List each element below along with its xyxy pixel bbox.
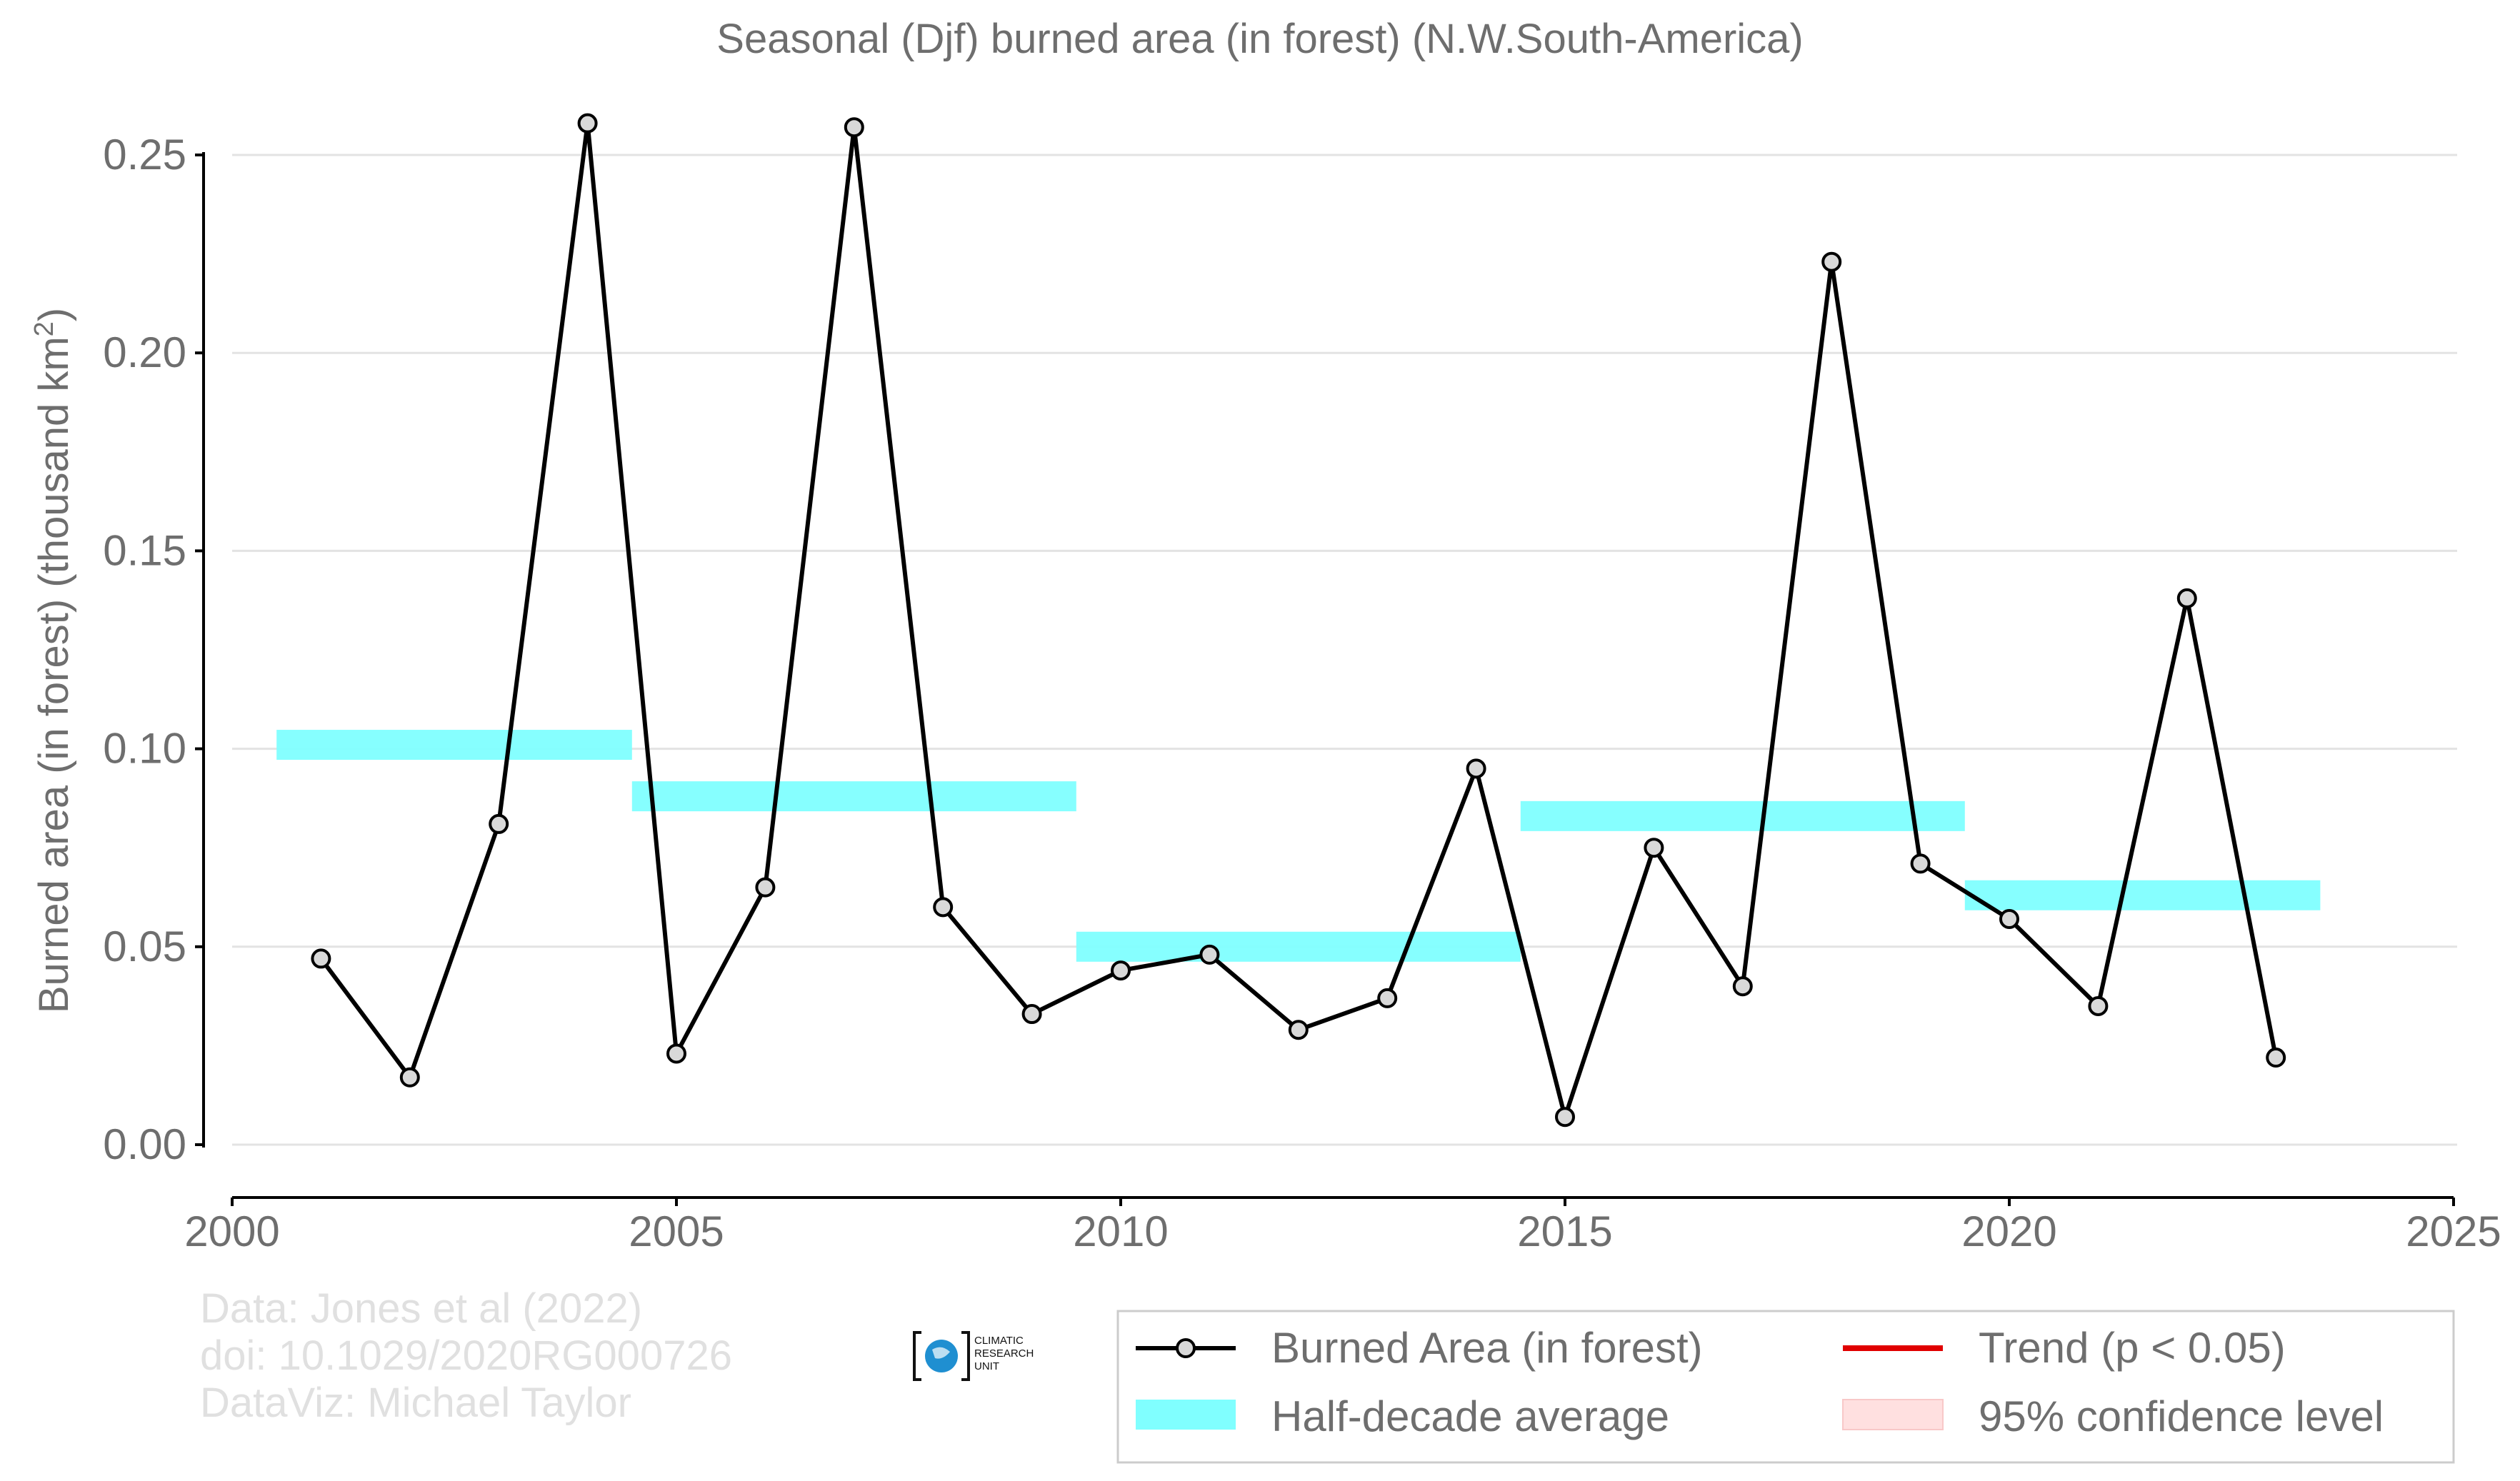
- credits: Data: Jones et al (2022) doi: 10.1029/20…: [200, 1285, 732, 1426]
- legend-label-trend: Trend (p < 0.05): [1979, 1324, 2286, 1372]
- credit-line-1: Data: Jones et al (2022): [200, 1285, 642, 1332]
- legend-label-burned-area: Burned Area (in forest): [1271, 1324, 1703, 1372]
- data-point-2010: [1111, 960, 1131, 981]
- half-decade-bands: [276, 730, 2321, 962]
- y-axis-title: Burned area (in forest) (thousand km2): [29, 308, 77, 1013]
- data-point-2003: [489, 813, 509, 834]
- legend-box: [1116, 1310, 2455, 1464]
- data-point-2022: [2176, 588, 2197, 608]
- logo-frame: [913, 1331, 970, 1381]
- x-tick-label-2: 2010: [1073, 1208, 1168, 1255]
- half-decade-band-0: [276, 730, 632, 760]
- chart-title: Seasonal (Djf) burned area (in forest) (…: [716, 16, 1803, 62]
- data-point-2004: [577, 113, 598, 134]
- globe-land: [932, 1347, 950, 1359]
- y-axis-ticks: 0.00 0.05 0.10 0.15 0.20 0.25: [103, 131, 204, 1168]
- legend-label-half-decade: Half-decade average: [1271, 1392, 1669, 1440]
- data-point-2018: [1821, 251, 1842, 272]
- x-tick-label-0: 2000: [184, 1208, 279, 1255]
- credit-line-2: doi: 10.1029/2020RG000726: [200, 1332, 732, 1379]
- logo-text-3: UNIT: [974, 1360, 999, 1372]
- y-tick-label-5: 0.25: [103, 131, 186, 179]
- data-point-2006: [755, 877, 776, 898]
- data-point-2021: [2088, 995, 2109, 1016]
- y-tick-label-2: 0.10: [103, 725, 186, 773]
- x-tick-label-4: 2020: [1961, 1208, 2056, 1255]
- legend-swatch-confidence: [1842, 1399, 1944, 1430]
- axes: [202, 152, 2454, 1199]
- y-axis-title-suffix: ): [31, 308, 77, 321]
- logo-text-2: RESEARCH: [974, 1347, 1034, 1360]
- x-tick-label-5: 2025: [2406, 1208, 2501, 1255]
- half-decade-band-4: [1964, 880, 2321, 910]
- data-point-2005: [666, 1043, 686, 1064]
- half-decade-band-3: [1520, 800, 1965, 831]
- data-point-2012: [1288, 1020, 1309, 1040]
- data-point-2020: [1999, 908, 2019, 929]
- data-point-2007: [844, 117, 864, 138]
- y-tick-label-3: 0.15: [103, 526, 186, 574]
- x-tick-label-1: 2005: [629, 1208, 724, 1255]
- half-decade-band-2: [1076, 931, 1521, 962]
- data-point-2023: [2266, 1048, 2286, 1068]
- data-point-2014: [1466, 758, 1486, 779]
- data-point-2015: [1555, 1107, 1575, 1128]
- legend: Burned Area (in forest) Trend (p < 0.05)…: [1116, 1310, 2455, 1464]
- legend-label-confidence: 95% confidence level: [1979, 1392, 2384, 1440]
- data-point-2008: [933, 897, 954, 918]
- y-axis-title-superscript: 2: [29, 321, 59, 336]
- cru-logo: CLIMATIC RESEARCH UNIT: [913, 1331, 1034, 1381]
- data-point-2011: [1199, 944, 1220, 965]
- legend-swatch-half-decade: [1136, 1400, 1236, 1430]
- series-points-burned-area: [311, 113, 2286, 1128]
- legend-marker-burned-area: [1176, 1338, 1196, 1358]
- x-axis-ticks: 2000 2005 2010 2015 2020 2025: [184, 1198, 2501, 1255]
- y-tick-label-0: 0.00: [103, 1120, 186, 1168]
- y-tick-label-4: 0.20: [103, 328, 186, 376]
- data-point-2002: [399, 1067, 420, 1088]
- logo-text-1: CLIMATIC: [974, 1335, 1024, 1347]
- data-point-2001: [311, 948, 331, 969]
- data-point-2013: [1377, 988, 1398, 1008]
- y-tick-label-1: 0.05: [103, 923, 186, 970]
- data-point-2017: [1732, 976, 1753, 997]
- half-decade-band-1: [631, 781, 1076, 812]
- data-point-2016: [1644, 838, 1664, 858]
- x-tick-label-3: 2015: [1517, 1208, 1612, 1255]
- credit-line-3: DataViz: Michael Taylor: [200, 1380, 631, 1426]
- data-point-2019: [1910, 853, 1931, 874]
- y-axis-title-main: Burned area (in forest) (thousand km: [31, 336, 77, 1013]
- data-point-2009: [1021, 1004, 1042, 1025]
